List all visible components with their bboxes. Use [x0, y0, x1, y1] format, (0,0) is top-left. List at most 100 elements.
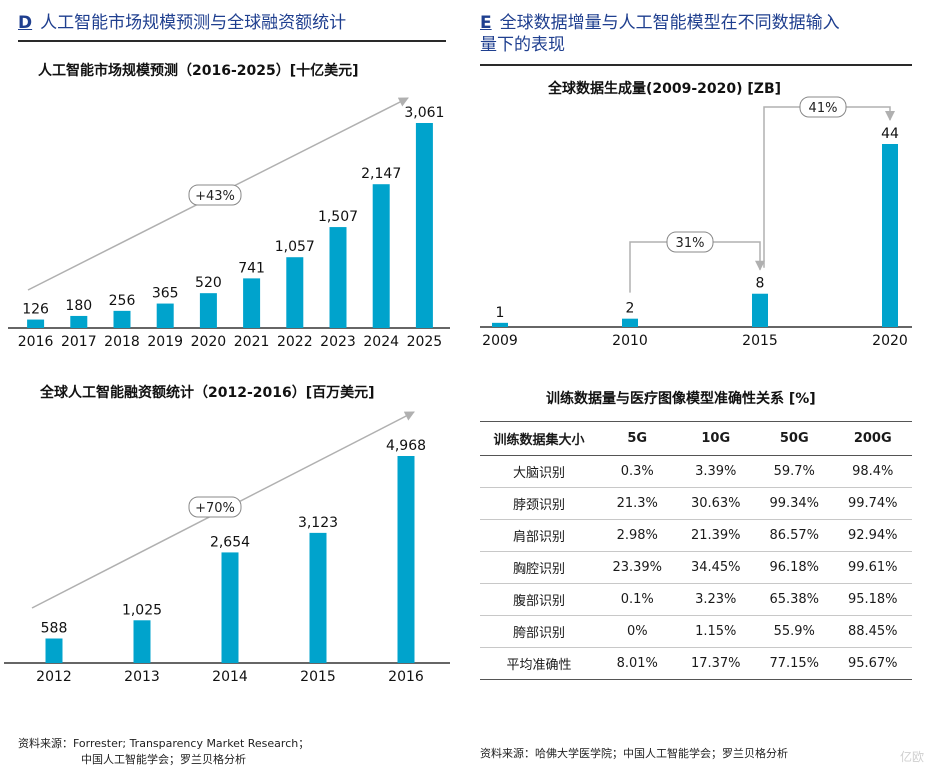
growth-arrow-2015-2020: [763, 106, 895, 268]
panel-d-letter: D: [18, 13, 33, 33]
accuracy-table: 训练数据集大小 5G 10G 50G 200G 大脑识别 0.3% 3.39% 59.7% 98…: [480, 421, 912, 680]
bar-2009: [492, 322, 508, 327]
table-cell: 88.45%: [833, 615, 912, 648]
table-cell: 21.39%: [676, 519, 755, 552]
market-growth-label: +43%: [195, 189, 235, 204]
table-cell: 98.4%: [833, 455, 912, 488]
panel-e-title: E 全球数据增量与人工智能模型在不同数据输入 量下的表现: [480, 12, 920, 56]
table-cell: 55.9%: [755, 615, 834, 648]
value-label-2024: 2,147: [361, 166, 401, 182]
accuracy-table-title: 训练数据量与医疗图像模型准确性关系 [%]: [546, 391, 816, 407]
table-cell: 3.39%: [676, 455, 755, 488]
funding-growth-label: +70%: [195, 501, 235, 516]
tick-label-2017: 2017: [61, 334, 97, 350]
growth-label-2015-2020: 41%: [809, 101, 838, 116]
bar-2020: [882, 144, 898, 327]
value-label-2022: 1,057: [275, 239, 315, 255]
table-cell: 92.94%: [833, 519, 912, 552]
tick-label-2015: 2015: [300, 669, 336, 685]
tick-label-2016: 2016: [388, 669, 424, 685]
bar-2014: [221, 552, 239, 663]
table-cell: 65.38%: [755, 583, 834, 616]
bar-2016: [397, 456, 415, 663]
source-left: 资料来源：Forrester; Transparency Market Rese…: [18, 736, 309, 768]
tick-label-2020: 2020: [872, 333, 908, 349]
table-cell: 1.15%: [676, 615, 755, 648]
table-header-cell: 50G: [755, 421, 834, 456]
panel-d-title-text: 人工智能市场规模预测与全球融资额统计: [40, 13, 347, 33]
bar-2025: [415, 123, 433, 328]
funding-growth-label-box: [188, 496, 242, 518]
bar-2012: [45, 638, 63, 663]
table-cell: 77.15%: [755, 647, 834, 680]
table-row-label: 肩部识别: [480, 519, 598, 552]
bar-2022: [286, 257, 304, 328]
table-cell: 2.98%: [598, 519, 677, 552]
bar-2013: [133, 620, 151, 663]
tick-label-2013: 2013: [124, 669, 160, 685]
tick-label-2022: 2022: [277, 334, 313, 350]
table-row: 大脑识别 0.3% 3.39% 59.7% 98.4%: [480, 455, 912, 488]
table-row: 脖颈识别 21.3% 30.63% 99.34% 99.74%: [480, 487, 912, 520]
table-row-label: 脖颈识别: [480, 487, 598, 520]
value-label-2023: 1,507: [318, 209, 358, 225]
tick-label-2020: 2020: [191, 334, 227, 350]
table-cell: 34.45%: [676, 551, 755, 584]
value-label-2018: 256: [109, 293, 136, 309]
bar-2019: [156, 303, 174, 328]
panel-e-rule: [480, 64, 912, 66]
data-volume-chart-title: 全球数据生成量(2009-2020) [ZB]: [548, 81, 782, 97]
table-cell: 99.61%: [833, 551, 912, 584]
table-row-label: 平均准确性: [480, 647, 598, 680]
funding-chart: 588 2012 1,025 2013 2,654 2014 3,123 2015 4,968 2…: [4, 411, 450, 685]
market-chart: 126 2016 180 2017 256 2018 365 2019 520 2020 741 20…: [8, 97, 450, 350]
panel-e-title-line1: 全球数据增量与人工智能模型在不同数据输入: [499, 13, 840, 33]
value-label-2016: 4,968: [386, 438, 426, 454]
value-label-2016: 126: [22, 302, 49, 318]
table-header-cell: 5G: [598, 421, 677, 456]
table-cell: 23.39%: [598, 551, 677, 584]
table-row-label: 腹部识别: [480, 583, 598, 616]
table-cell: 95.67%: [833, 647, 912, 680]
table-row: 腹部识别 0.1% 3.23% 65.38% 95.18%: [480, 583, 912, 616]
panel-e-letter: E: [480, 13, 492, 33]
tick-label-2015: 2015: [742, 333, 778, 349]
value-label-2010: 2: [626, 301, 635, 317]
value-label-2017: 180: [65, 298, 92, 314]
table-cell: 96.18%: [755, 551, 834, 584]
table-header-cell: 10G: [676, 421, 755, 456]
funding-chart-title: 全球人工智能融资额统计（2012-2016）[百万美元]: [40, 385, 375, 401]
table-row: 胸腔识别 23.39% 34.45% 96.18% 99.61%: [480, 551, 912, 584]
bar-2015: [752, 293, 768, 327]
table-cell: 86.57%: [755, 519, 834, 552]
tick-label-2024: 2024: [363, 334, 399, 350]
market-growth-label-box: [188, 184, 242, 206]
data-volume-chart: 1 2009 2 2010 8 2015 44 2020 31% 41%: [480, 96, 912, 349]
table-cell: 17.37%: [676, 647, 755, 680]
tick-label-2025: 2025: [407, 334, 443, 350]
table-row-label: 胸腔识别: [480, 551, 598, 584]
bar-2017: [70, 315, 88, 328]
value-label-2020: 44: [881, 126, 899, 142]
tick-label-2012: 2012: [36, 669, 72, 685]
value-label-2020: 520: [195, 275, 222, 291]
tick-label-2009: 2009: [482, 333, 518, 349]
bar-2020: [199, 293, 217, 328]
tick-label-2021: 2021: [234, 334, 270, 350]
table-cell: 0%: [598, 615, 677, 648]
table-cell: 99.74%: [833, 487, 912, 520]
bar-2018: [113, 310, 131, 328]
table-cell: 30.63%: [676, 487, 755, 520]
panel-e-title-line2: 量下的表现: [480, 35, 565, 55]
market-chart-title: 人工智能市场规模预测（2016-2025）[十亿美元]: [38, 63, 359, 79]
source-right: 资料来源：哈佛大学医学院；中国人工智能学会；罗兰贝格分析: [480, 747, 788, 760]
watermark-logo: 亿欧: [899, 750, 924, 764]
value-label-2009: 1: [496, 305, 505, 321]
value-label-2013: 1,025: [122, 602, 162, 618]
tick-label-2023: 2023: [320, 334, 356, 350]
table-cell: 0.1%: [598, 583, 677, 616]
accuracy-table-header: 训练数据集大小 5G 10G 50G 200G: [480, 421, 912, 456]
table-cell: 99.34%: [755, 487, 834, 520]
growth-label-2010-2015-box: [666, 231, 714, 253]
growth-label-2010-2015: 31%: [676, 236, 705, 251]
